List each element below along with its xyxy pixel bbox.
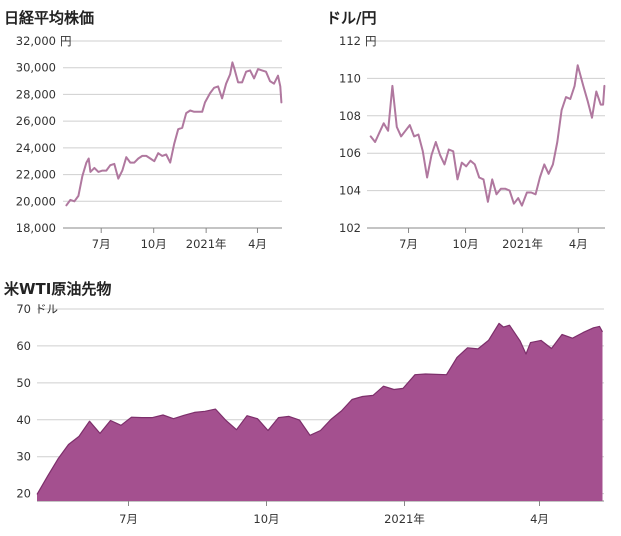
nikkei-y-tick-label: 26,000 (16, 114, 56, 128)
nikkei-x-tick-label: 7月 (92, 237, 111, 251)
wti-x-tick-label: 10月 (253, 512, 279, 526)
wti-chart-title: 米WTI原油先物 (4, 280, 112, 298)
nikkei-y-tick-label: 30,000 (16, 61, 56, 75)
usdjpy-series-line (369, 64, 606, 207)
usdjpy-y-unit: 円 (365, 34, 377, 48)
nikkei-series-line (65, 61, 283, 207)
wti-y-unit: ドル (35, 302, 58, 316)
usdjpy-plot: 102 104 106 108 110 112 円 7月 10月 2021年 4月 (339, 34, 606, 251)
wti-y-tick-label: 30 (16, 450, 31, 464)
nikkei-x-tick-label: 2021年 (186, 237, 227, 251)
nikkei-y-tick-label: 24,000 (16, 141, 56, 155)
usdjpy-y-tick-label: 104 (339, 184, 361, 198)
usdjpy-y-tick-label: 108 (339, 109, 361, 123)
nikkei-chart-title: 日経平均株価 (4, 9, 95, 27)
usdjpy-x-tick-label: 2021年 (502, 237, 543, 251)
wti-chart: 米WTI原油先物 20 30 40 50 60 70 ドル 7月 10月 2021年 4月 (0, 270, 621, 536)
wti-plot: 20 30 40 50 60 70 ドル 7月 10月 2021年 4月 (16, 302, 604, 526)
usdjpy-chart: ドル/円 102 104 106 108 110 112 円 7月 10月 2021年 4月 (310, 0, 621, 260)
wti-y-tick-label: 70 (16, 302, 31, 316)
nikkei-y-unit: 円 (60, 34, 72, 48)
nikkei-x-tick-label: 4月 (248, 237, 267, 251)
wti-x-tick-label: 2021年 (384, 512, 425, 526)
wti-y-tick-label: 20 (16, 487, 31, 501)
wti-series-area (37, 323, 603, 501)
wti-y-tick-label: 60 (16, 339, 31, 353)
wti-series-line (36, 322, 604, 495)
nikkei-y-tick-label: 20,000 (16, 194, 56, 208)
usdjpy-y-tick-label: 112 (339, 34, 361, 48)
wti-x-tick-label: 7月 (119, 512, 138, 526)
usdjpy-x-tick-label: 7月 (399, 237, 418, 251)
nikkei-chart: 日経平均株価 18,000 20,000 22,000 24,000 26,000 28,… (0, 0, 300, 260)
nikkei-y-tick-label: 32,000 (16, 34, 56, 48)
nikkei-plot: 18,000 20,000 22,000 24,000 26,000 28,000 30,0… (16, 34, 283, 251)
usdjpy-y-tick-label: 110 (339, 71, 361, 85)
usdjpy-chart-title: ドル/円 (326, 9, 377, 27)
wti-x-tick-label: 4月 (530, 512, 549, 526)
nikkei-x-tick-label: 10月 (141, 237, 167, 251)
wti-y-tick-label: 40 (16, 413, 31, 427)
usdjpy-y-tick-label: 102 (339, 221, 361, 235)
nikkei-y-tick-label: 22,000 (16, 168, 56, 182)
wti-y-tick-label: 50 (16, 376, 31, 390)
usdjpy-x-tick-label: 4月 (569, 237, 588, 251)
usdjpy-y-tick-label: 106 (339, 146, 361, 160)
nikkei-y-tick-label: 18,000 (16, 221, 56, 235)
usdjpy-x-tick-label: 10月 (452, 237, 478, 251)
nikkei-y-tick-label: 28,000 (16, 87, 56, 101)
